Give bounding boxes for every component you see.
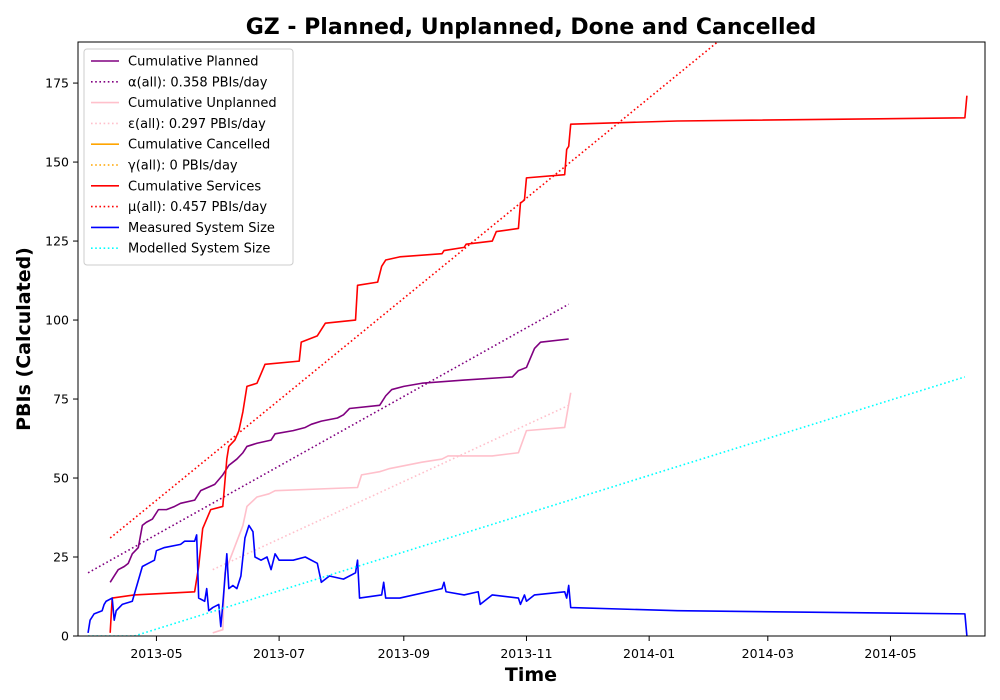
chart-title: GZ - Planned, Unplanned, Done and Cancel… bbox=[246, 15, 817, 40]
y-tick-label: 25 bbox=[53, 550, 69, 565]
legend: Cumulative Planned α(all): 0.358 PBIs/day… bbox=[83, 48, 294, 266]
series-line-10 bbox=[88, 376, 966, 636]
axes-frame bbox=[77, 41, 986, 637]
series-group bbox=[87, 42, 968, 636]
legend-label: Cumulative Planned bbox=[128, 55, 258, 70]
y-tick-label: 0 bbox=[61, 629, 69, 644]
series-line-3 bbox=[212, 392, 572, 634]
legend-label: Cumulative Services bbox=[128, 179, 261, 194]
series-line-1 bbox=[109, 338, 569, 583]
series-line-2 bbox=[87, 303, 570, 574]
y-tick-label: 50 bbox=[53, 471, 69, 486]
y-axis-label: PBIs (Calculated) bbox=[13, 247, 35, 431]
y-tick-label: 100 bbox=[45, 313, 69, 328]
legend-label: ε(all): 0.297 PBIs/day bbox=[128, 117, 266, 132]
x-tick-label: 2013-11 bbox=[500, 646, 552, 661]
x-axis-ticks: 2013-05 2013-07 2013-09 2013-11 2014-01 2014-… bbox=[130, 636, 917, 661]
legend-label: μ(all): 0.457 PBIs/day bbox=[128, 200, 267, 215]
x-tick-label: 2014-03 bbox=[742, 646, 794, 661]
legend-label: Modelled System Size bbox=[128, 242, 270, 257]
legend-label: γ(all): 0 PBIs/day bbox=[128, 159, 238, 174]
x-tick-label: 2013-05 bbox=[130, 646, 182, 661]
y-tick-label: 150 bbox=[45, 155, 69, 170]
x-tick-label: 2013-09 bbox=[378, 646, 430, 661]
series-line-7 bbox=[109, 95, 968, 633]
x-tick-label: 2014-01 bbox=[623, 646, 675, 661]
legend-label: Cumulative Cancelled bbox=[128, 138, 270, 153]
series-line-8 bbox=[109, 42, 719, 539]
x-tick-label: 2013-07 bbox=[253, 646, 305, 661]
legend-label: α(all): 0.358 PBIs/day bbox=[128, 75, 268, 90]
y-tick-label: 125 bbox=[45, 234, 69, 249]
y-tick-label: 175 bbox=[45, 76, 69, 91]
y-tick-label: 75 bbox=[53, 392, 69, 407]
legend-label: Measured System Size bbox=[128, 221, 275, 236]
series-line-9 bbox=[87, 524, 968, 636]
x-tick-label: 2014-05 bbox=[864, 646, 916, 661]
legend-box bbox=[83, 48, 294, 266]
legend-label: Cumulative Unplanned bbox=[128, 96, 277, 111]
plot-area bbox=[77, 41, 986, 637]
series-line-4 bbox=[212, 404, 570, 571]
y-axis-ticks: 0 25 50 75 100 125 150 175 bbox=[45, 76, 78, 644]
x-axis-label: Time bbox=[505, 664, 557, 686]
